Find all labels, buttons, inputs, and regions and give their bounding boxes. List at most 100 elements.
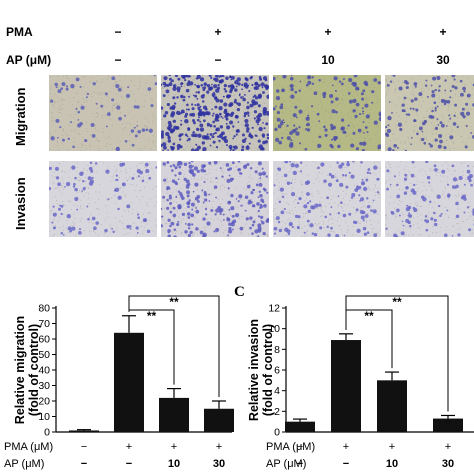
texture-speck xyxy=(257,181,259,183)
texture-speck xyxy=(301,183,303,185)
texture-speck xyxy=(321,215,323,217)
stained-cell xyxy=(202,201,205,204)
micro-svg xyxy=(49,161,157,237)
stained-cell xyxy=(295,127,298,131)
texture-speck xyxy=(458,195,460,197)
texture-speck xyxy=(293,146,295,148)
texture-speck xyxy=(401,141,403,143)
stained-cell xyxy=(227,84,231,88)
texture-speck xyxy=(290,168,292,170)
stained-cell xyxy=(296,116,298,119)
texture-speck xyxy=(243,226,245,228)
texture-speck xyxy=(323,82,325,84)
texture-speck xyxy=(356,109,358,111)
texture-speck xyxy=(261,93,263,95)
texture-speck xyxy=(301,173,303,175)
texture-speck xyxy=(143,229,145,231)
texture-speck xyxy=(65,133,67,135)
texture-speck xyxy=(215,169,217,171)
stained-cell xyxy=(252,220,256,224)
texture-speck xyxy=(121,86,123,88)
texture-speck xyxy=(139,81,141,83)
y-axis-label: (fold of control) xyxy=(261,324,275,416)
stained-cell xyxy=(334,89,337,92)
stained-cell xyxy=(293,128,296,131)
texture-speck xyxy=(241,144,243,146)
texture-speck xyxy=(98,75,100,76)
stained-cell xyxy=(131,176,135,180)
stained-cell xyxy=(218,135,222,138)
stained-cell xyxy=(180,123,183,126)
texture-speck xyxy=(235,166,237,168)
stained-cell xyxy=(298,109,303,114)
texture-speck xyxy=(365,148,367,150)
texture-speck xyxy=(114,171,116,173)
texture-speck xyxy=(342,207,344,209)
texture-speck xyxy=(417,188,419,190)
texture-speck xyxy=(221,170,223,172)
ap-mark-3: 10 xyxy=(321,53,335,67)
stained-cell xyxy=(195,91,198,94)
texture-speck xyxy=(332,218,334,220)
texture-speck xyxy=(339,139,341,141)
texture-speck xyxy=(424,137,426,139)
texture-speck xyxy=(263,102,265,104)
stained-cell xyxy=(306,128,311,132)
texture-speck xyxy=(250,112,252,114)
texture-speck xyxy=(58,108,60,110)
texture-speck xyxy=(422,100,424,102)
texture-speck xyxy=(275,174,277,176)
texture-speck xyxy=(110,226,112,228)
texture-speck xyxy=(374,194,376,196)
texture-speck xyxy=(206,174,208,176)
texture-speck xyxy=(142,162,144,164)
stained-cell xyxy=(209,144,212,147)
texture-speck xyxy=(315,168,317,170)
stained-cell xyxy=(194,182,199,187)
texture-speck xyxy=(434,106,436,108)
texture-speck xyxy=(213,147,215,149)
texture-speck xyxy=(387,92,389,94)
texture-speck xyxy=(290,212,292,214)
texture-speck xyxy=(171,110,173,112)
stained-cell xyxy=(434,168,438,172)
texture-speck xyxy=(409,228,411,230)
texture-speck xyxy=(369,189,371,191)
stained-cell xyxy=(355,208,359,212)
texture-speck xyxy=(390,185,392,187)
texture-speck xyxy=(285,126,287,128)
stained-cell xyxy=(242,97,246,102)
stained-cell xyxy=(228,167,233,171)
texture-speck xyxy=(357,94,359,96)
stained-cell xyxy=(359,209,365,215)
texture-speck xyxy=(433,202,435,204)
stained-cell xyxy=(336,161,339,164)
texture-speck xyxy=(253,107,255,109)
stained-cell xyxy=(361,149,365,151)
stained-cell xyxy=(408,212,411,215)
texture-speck xyxy=(312,195,314,197)
texture-speck xyxy=(116,170,118,172)
texture-speck xyxy=(131,184,133,186)
stained-cell xyxy=(259,194,263,198)
stained-cell xyxy=(199,127,205,132)
stained-cell xyxy=(166,206,170,210)
texture-speck xyxy=(165,125,167,127)
stained-cell xyxy=(174,181,178,185)
stained-cell xyxy=(449,96,452,99)
ap-mark-2: − xyxy=(214,53,222,67)
stained-cell xyxy=(60,87,64,90)
texture-speck xyxy=(317,90,319,92)
texture-speck xyxy=(398,188,400,190)
texture-speck xyxy=(283,100,285,102)
stained-cell xyxy=(318,203,322,207)
texture-speck xyxy=(143,186,145,188)
texture-speck xyxy=(224,229,226,231)
texture-speck xyxy=(408,234,410,236)
stained-cell xyxy=(243,114,247,118)
texture-speck xyxy=(398,200,400,202)
texture-speck xyxy=(317,177,319,179)
texture-speck xyxy=(409,190,411,192)
stained-cell xyxy=(244,164,247,167)
stained-cell xyxy=(235,198,238,200)
